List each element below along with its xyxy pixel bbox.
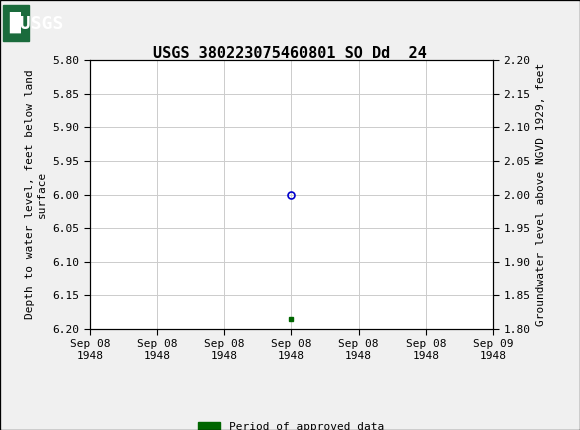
FancyBboxPatch shape (3, 4, 29, 41)
Y-axis label: Groundwater level above NGVD 1929, feet: Groundwater level above NGVD 1929, feet (536, 63, 546, 326)
Text: USGS 380223075460801 SO Dd  24: USGS 380223075460801 SO Dd 24 (153, 46, 427, 61)
Legend: Period of approved data: Period of approved data (194, 418, 389, 430)
Text: █USGS: █USGS (9, 12, 63, 33)
Y-axis label: Depth to water level, feet below land
surface: Depth to water level, feet below land su… (26, 70, 47, 319)
